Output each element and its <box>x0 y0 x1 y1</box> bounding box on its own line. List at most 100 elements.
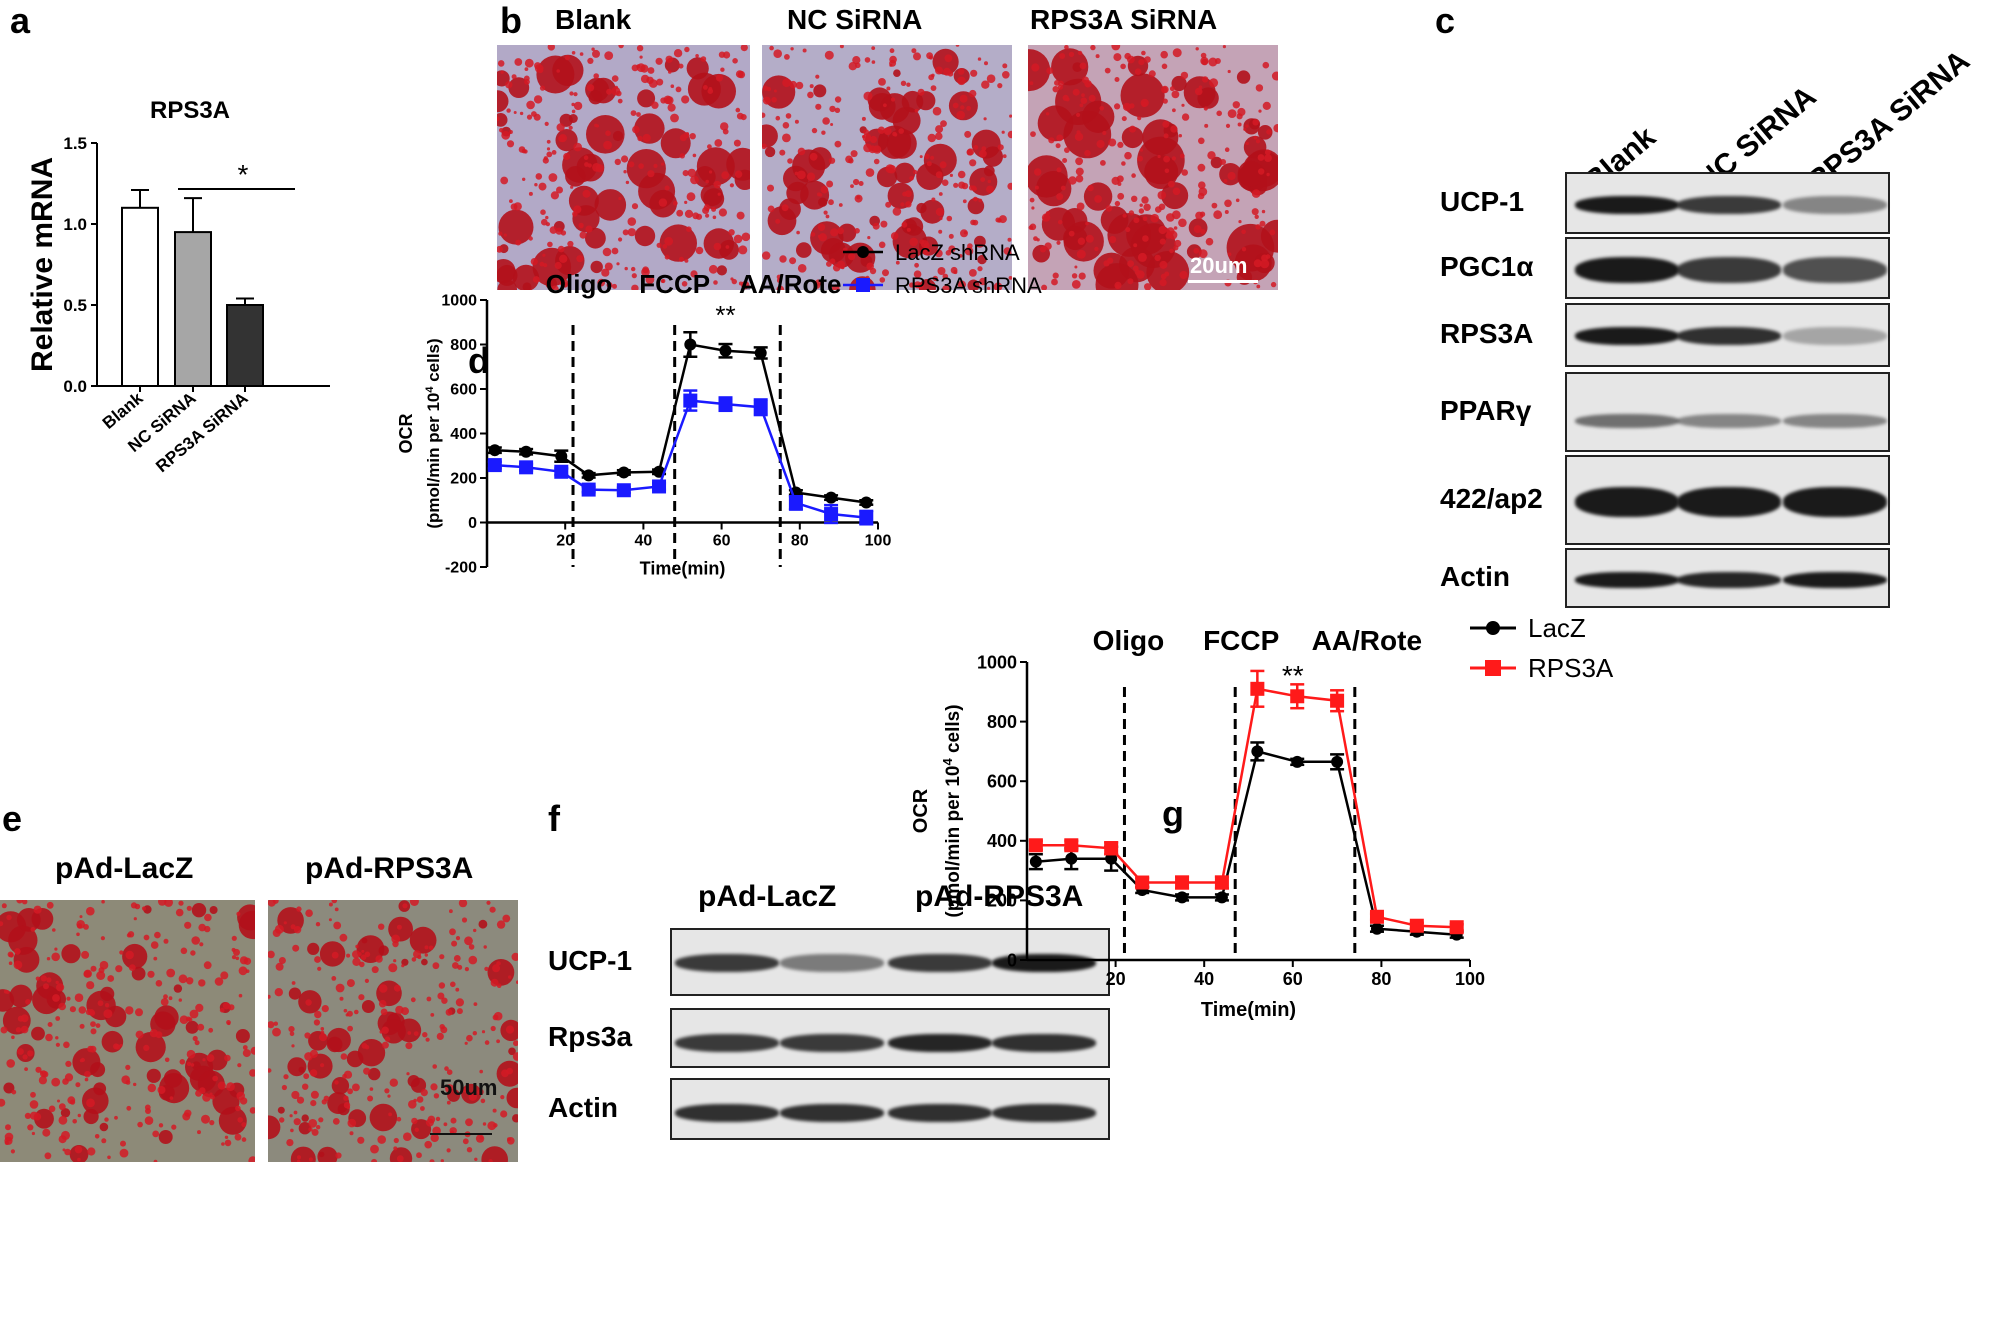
blot-band <box>888 1034 992 1052</box>
ocr-marker-point <box>719 344 732 357</box>
micrograph-texture <box>762 45 1012 290</box>
ocr-marker-point <box>487 458 502 473</box>
panel-letter-d: d <box>468 340 490 381</box>
ocr-ytick-label: 600 <box>450 382 477 399</box>
ocr-g-legend-marker <box>1485 660 1501 676</box>
ocr-ytick-label: 800 <box>450 337 477 354</box>
scalebar-20um <box>1188 280 1258 283</box>
ocr-ytick-label: 400 <box>987 831 1017 851</box>
chart-a-bar-2 <box>226 304 264 387</box>
ocr-marker-point <box>1175 875 1190 890</box>
ocr-g-injection-fccp: FCCP <box>1203 625 1279 656</box>
micrograph-nc-sirna <box>762 45 1012 290</box>
blot-band <box>1575 327 1679 345</box>
ocr-ytick-label: 1000 <box>441 293 477 310</box>
blot-f-group-pad-lacz: pAd-LacZ <box>698 880 837 913</box>
blot-band <box>1783 257 1887 283</box>
blot-band <box>1783 414 1887 428</box>
ocr-marker-point <box>519 460 534 475</box>
ocr-series-line-0 <box>1035 749 1457 936</box>
panel-b-label-nc-sirna: NC SiRNA <box>787 4 923 35</box>
micrograph-pad-rps3a <box>268 900 518 1162</box>
blot-label-actin: Actin <box>548 1092 618 1123</box>
blot-band <box>888 1104 992 1122</box>
chart-a-ytick-label: 1.0 <box>63 215 87 234</box>
ocr-ylabel-ocr: OCR <box>396 414 416 454</box>
blot-band <box>1677 487 1781 517</box>
ocr-g-injection-oligo: Oligo <box>1093 625 1165 656</box>
panel-e-label-pad-lacz: pAd-LacZ <box>55 852 194 885</box>
ocr-xtick-label: 80 <box>791 533 809 550</box>
ocr-xtick-label: 100 <box>865 533 892 550</box>
ocr-marker-point <box>1104 841 1119 856</box>
panel-letter-g: g <box>1162 793 1184 834</box>
ocr-marker-point <box>1331 755 1344 768</box>
ocr-marker-point <box>1330 693 1345 708</box>
ocr-marker-point <box>1291 755 1304 768</box>
ocr-ytick-label: 600 <box>987 772 1017 792</box>
ocr-marker-point <box>1250 681 1265 696</box>
ocr-ylabel-units: (pmol/min per 104 cells) <box>424 338 443 528</box>
blot-label-actin: Actin <box>1440 561 1510 592</box>
ocr-d-legend-marker <box>856 278 870 292</box>
panel-g-ocr-chart: 0 200 400 600 800 1000 20 40 60 80 100 Time(min) OCR… <box>910 613 1614 1021</box>
ocr-ytick-label: 200 <box>987 891 1017 911</box>
ocr-marker-point <box>1290 689 1305 704</box>
ocr-marker-point <box>554 464 569 479</box>
chart-a-significance-star: * <box>238 159 249 190</box>
blot-label-pgc1a: PGC1α <box>1440 251 1534 282</box>
ocr-g-significance: ** <box>1282 660 1304 691</box>
blot-strip-actin <box>1565 548 1890 608</box>
blot-band <box>1677 257 1781 283</box>
panel-letter-e: e <box>2 798 23 839</box>
ocr-marker-point <box>555 450 568 463</box>
blot-band <box>1575 257 1679 283</box>
ocr-xtick-label: 80 <box>1371 969 1391 989</box>
panel-letter-c: c <box>1435 0 1456 41</box>
ocr-xtick-label: 20 <box>1106 969 1126 989</box>
ocr-marker-point <box>1370 922 1383 935</box>
ocr-marker-point <box>754 346 767 359</box>
blot-strip-rps3a <box>1565 303 1890 367</box>
blot-band <box>780 1034 884 1052</box>
ocr-marker-point <box>582 469 595 482</box>
panel-letter-a: a <box>10 0 31 41</box>
ocr-xtick-label: 40 <box>1194 969 1214 989</box>
ocr-marker-point <box>1064 838 1079 853</box>
micrograph-blank <box>497 45 750 290</box>
blot-band <box>675 1104 779 1122</box>
blot-band <box>1677 196 1781 214</box>
ocr-marker-point <box>1135 875 1150 890</box>
blot-label-ucp-1: UCP-1 <box>1440 186 1525 217</box>
blot-band <box>1575 487 1679 517</box>
blot-strip-ucp-1 <box>1565 172 1890 234</box>
blot-band <box>1783 196 1887 214</box>
ocr-marker-point <box>581 482 596 497</box>
ocr-marker-point <box>1176 891 1189 904</box>
ocr-d-injection-aa-rote: AA/Rote <box>739 269 842 299</box>
blot-band <box>1677 572 1781 588</box>
blot-label-ppargamma: PPARγ <box>1440 395 1532 426</box>
chart-a-xtick-label: RPS3A SiRNA <box>152 389 251 477</box>
ocr-xtick-label: 40 <box>635 533 653 550</box>
ocr-ytick-label: 800 <box>987 712 1017 732</box>
ocr-ylabel-ocr: OCR <box>910 788 932 833</box>
ocr-ytick-label: 0 <box>1007 950 1017 970</box>
ocr-marker-point <box>859 510 874 525</box>
blot-band <box>1783 572 1887 588</box>
scalebar-50um-label: 50um <box>440 1075 498 1100</box>
ocr-d-legend-label: LacZ shRNA <box>895 240 1020 265</box>
ocr-marker-point <box>1214 875 1229 890</box>
ocr-d-significance: ** <box>715 300 735 330</box>
blot-strip-actin <box>670 1078 1110 1140</box>
blot-strip-pgc1a <box>1565 237 1890 299</box>
panel-b-label-blank: Blank <box>555 4 632 35</box>
chart-a-ytick-label: 0.0 <box>63 377 87 396</box>
ocr-d-legend-label: RPS3A shRNA <box>895 273 1042 298</box>
ocr-marker-point <box>824 507 839 522</box>
ocr-ytick-label: -200 <box>445 560 477 577</box>
ocr-marker-point <box>1409 918 1424 933</box>
ocr-marker-point <box>1369 909 1384 924</box>
ocr-marker-point <box>683 393 698 408</box>
